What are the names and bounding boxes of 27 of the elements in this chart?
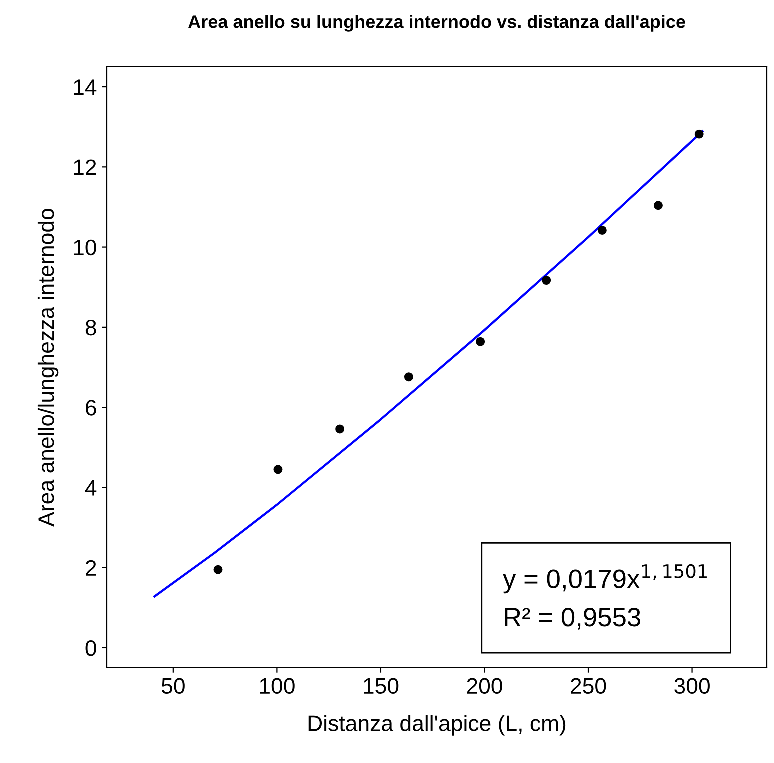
y-tick-label: 8 [86,320,96,336]
x-tick-label: 100 [260,678,295,694]
x-tick-label: 150 [364,678,399,694]
y-tick-label: 12 [74,160,96,176]
point [476,337,486,346]
y-tick-label: 14 [74,80,97,96]
y-tick-label: 2 [86,560,96,576]
point [542,276,552,286]
x-axis-title: Distanza dall'apice (L, cm) [308,715,566,736]
point [274,465,283,474]
y-tick-label: 0 [86,640,96,656]
point [336,424,345,434]
x-tick-label: 200 [467,678,502,694]
point [404,372,414,382]
y-axis-title: Area anello/lunghezza internodo [38,209,59,527]
text: y = 0,0179x$^{1,1501}$ R² = 0,9553 [503,564,707,630]
y-tick-label: 6 [86,400,96,416]
y-tick-label: 4 [85,480,97,496]
x-tick-label: 250 [571,678,606,694]
point [598,226,607,235]
chart-title: Area anello su lunghezza internodo vs. distanza dall'apice [188,15,686,32]
point [214,565,223,574]
x-tick-label: 50 [162,678,185,694]
point [654,201,663,210]
y-tick-label: 10 [74,240,96,256]
x-tick-label: 300 [674,678,710,694]
point [694,130,704,139]
